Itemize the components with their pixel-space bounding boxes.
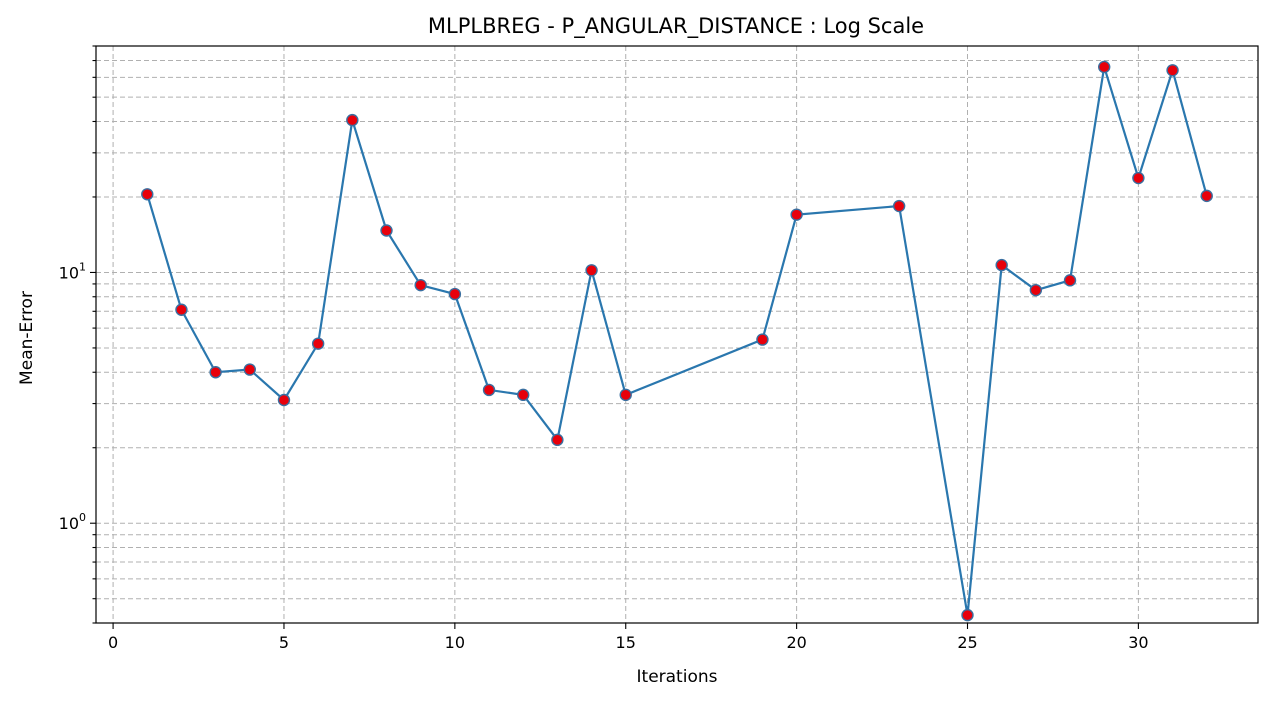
data-point — [961, 608, 974, 622]
data-point — [277, 393, 291, 407]
series-layer — [141, 60, 1213, 622]
x-tick-label: 0 — [108, 633, 118, 652]
data-point — [380, 224, 393, 237]
y-tick-label: 100 — [59, 511, 86, 533]
data-point — [1200, 189, 1213, 203]
x-axis-label: Iterations — [637, 667, 718, 687]
data-point — [1029, 283, 1043, 297]
x-tick-label: 25 — [957, 633, 977, 652]
data-point — [1098, 60, 1111, 74]
data-point — [551, 433, 564, 447]
x-tick-label: 30 — [1128, 633, 1148, 652]
data-point — [346, 113, 359, 127]
data-point — [311, 337, 325, 350]
data-point — [209, 366, 222, 379]
grid-layer — [96, 45, 1258, 624]
y-tick-label-base: 10 — [59, 263, 79, 282]
y-tick-label-exponent: 1 — [79, 260, 86, 273]
y-tick-label-exponent: 0 — [79, 511, 86, 524]
x-tick-label: 15 — [616, 633, 636, 652]
y-tick-label: 101 — [59, 260, 86, 282]
data-point — [1063, 274, 1077, 287]
x-tick-label: 20 — [786, 633, 806, 652]
data-point — [482, 383, 496, 397]
data-point — [585, 264, 598, 277]
data-point — [1132, 171, 1145, 185]
x-tick-label: 5 — [279, 633, 289, 652]
data-point — [517, 388, 530, 402]
data-point — [414, 278, 427, 292]
data-point — [243, 363, 256, 376]
plot-area-frame — [95, 45, 1259, 624]
y-tick-label-base: 10 — [59, 514, 79, 533]
y-axis-label: Mean-Error — [17, 291, 37, 385]
x-tick-label: 10 — [445, 633, 465, 652]
data-point — [619, 388, 632, 402]
chart-title: MLPLBREG - P_ANGULAR_DISTANCE : Log Scal… — [428, 14, 924, 39]
data-point — [175, 303, 188, 316]
series-line — [146, 66, 1208, 616]
data-point — [995, 258, 1008, 272]
data-point — [790, 208, 803, 221]
data-point — [756, 333, 769, 346]
data-point — [892, 199, 906, 213]
data-point — [141, 188, 154, 201]
data-point — [448, 287, 462, 301]
data-point — [1166, 64, 1179, 77]
